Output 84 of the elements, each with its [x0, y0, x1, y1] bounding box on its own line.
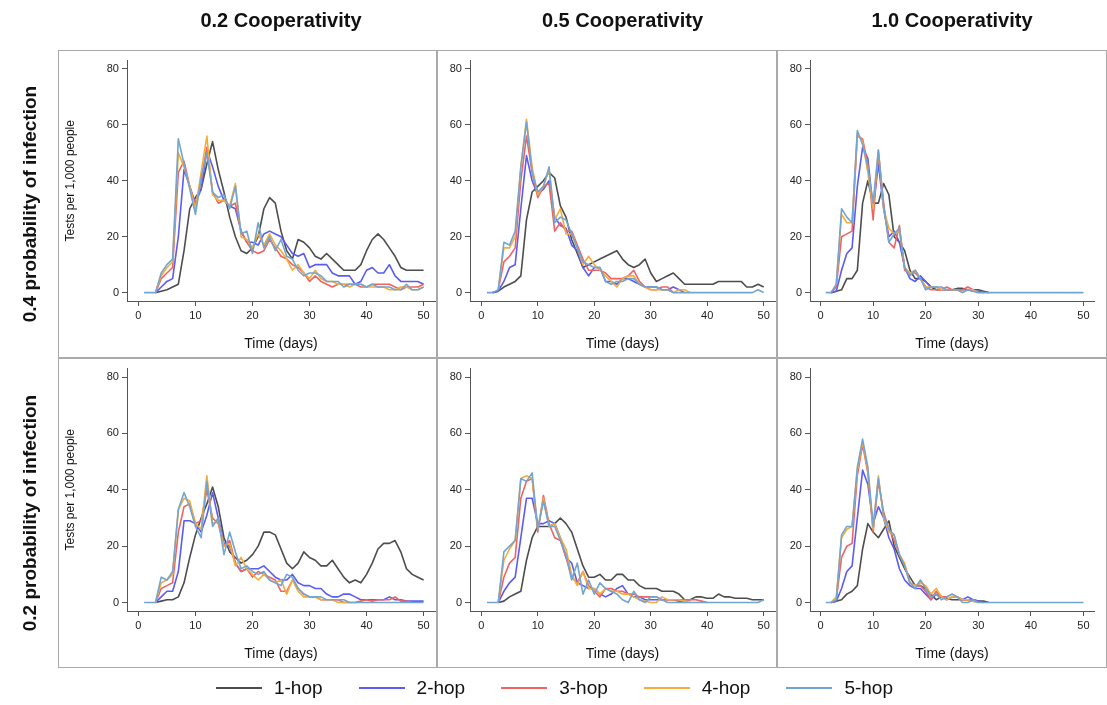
x-tick-label: 50: [757, 308, 770, 321]
y-tick-label: 20: [449, 539, 462, 552]
y-tick-label: 80: [449, 370, 462, 383]
x-tick-label: 30: [303, 308, 316, 321]
x-tick-label: 10: [189, 618, 202, 631]
x-tick-label: 20: [588, 308, 601, 321]
y-tick-label: 60: [106, 117, 119, 130]
y-tick-label: 60: [449, 426, 462, 439]
y-tick-label: 60: [789, 426, 802, 439]
x-tick-label: 20: [588, 618, 601, 631]
x-tick-label: 50: [417, 308, 430, 321]
x-tick-label: 30: [972, 618, 985, 631]
x-axis-title: Time (days): [915, 335, 989, 352]
legend-label: 2-hop: [416, 677, 466, 699]
y-tick-label: 80: [106, 370, 119, 383]
y-tick-label: 0: [112, 285, 119, 298]
y-axis-title: Tests per 1,000 people: [62, 428, 77, 551]
x-tick-label: 10: [866, 618, 880, 631]
y-axis-title: Tests per 1,000 people: [62, 119, 77, 242]
x-axis-title: Time (days): [585, 335, 660, 352]
y-tick-label: 0: [795, 285, 802, 298]
chart-title: 0.2 Cooperativity: [199, 9, 363, 32]
y-tick-label: 0: [112, 595, 119, 608]
y-tick-label: 20: [789, 229, 802, 242]
x-axis-title: Time (days): [244, 335, 318, 352]
x-tick-label: 50: [1077, 308, 1090, 321]
x-tick-label: 0: [478, 618, 485, 631]
y-tick-label: 20: [789, 539, 802, 552]
y-tick-label: 0: [795, 595, 802, 608]
y-tick-label: 40: [449, 482, 462, 495]
x-tick-label: 50: [417, 618, 430, 631]
x-tick-label: 0: [817, 308, 824, 321]
y-tick-label: 40: [789, 482, 802, 495]
y-tick-label: 0: [455, 595, 462, 608]
x-tick-label: 30: [972, 308, 985, 321]
y-tick-label: 40: [106, 482, 119, 495]
x-tick-label: 20: [246, 308, 259, 321]
x-tick-label: 40: [1024, 618, 1038, 631]
x-tick-label: 20: [919, 618, 932, 631]
x-tick-label: 40: [360, 618, 373, 631]
x-tick-label: 30: [303, 618, 316, 631]
legend-label: 4-hop: [701, 677, 751, 699]
text: 0.4 probability of infection: [19, 85, 41, 323]
x-tick-label: 20: [919, 308, 932, 321]
x-tick-label: 0: [478, 308, 485, 321]
y-tick-label: 80: [106, 62, 119, 75]
x-tick-label: 40: [701, 618, 714, 631]
y-tick-label: 20: [106, 539, 119, 552]
x-tick-label: 50: [757, 618, 770, 631]
x-tick-label: 20: [246, 618, 259, 631]
y-tick-label: 0: [455, 285, 462, 298]
x-axis-title: Time (days): [585, 645, 660, 662]
x-axis-title: Time (days): [244, 645, 318, 662]
x-tick-label: 0: [135, 618, 142, 631]
y-tick-label: 40: [449, 173, 462, 186]
y-tick-label: 60: [449, 117, 462, 130]
x-tick-label: 30: [644, 308, 657, 321]
legend-label: 1-hop: [273, 677, 323, 699]
legend-label: 3-hop: [559, 677, 608, 699]
x-tick-label: 40: [701, 308, 714, 321]
x-tick-label: 50: [1077, 618, 1090, 631]
y-tick-label: 40: [789, 173, 802, 186]
legend-label: 5-hop: [844, 677, 894, 699]
chart-title: 0.5 Cooperativity: [540, 9, 705, 32]
x-tick-label: 10: [531, 308, 544, 321]
y-tick-label: 40: [106, 173, 119, 186]
y-tick-label: 60: [106, 426, 119, 439]
x-tick-label: 0: [135, 308, 142, 321]
chart-title: 1.0 Cooperativity: [870, 9, 1034, 32]
y-tick-label: 60: [789, 117, 802, 130]
x-tick-label: 40: [1024, 308, 1038, 321]
x-tick-label: 30: [644, 618, 657, 631]
y-tick-label: 80: [449, 62, 462, 75]
x-tick-label: 40: [360, 308, 373, 321]
x-axis-title: Time (days): [915, 645, 989, 662]
x-tick-label: 10: [531, 618, 544, 631]
y-tick-label: 80: [789, 62, 802, 75]
text: 0.2 probability of infection: [19, 394, 41, 632]
y-tick-label: 20: [106, 229, 119, 242]
x-tick-label: 10: [866, 308, 880, 321]
y-tick-label: 80: [789, 370, 802, 383]
x-tick-label: 10: [189, 308, 202, 321]
y-tick-label: 20: [449, 229, 462, 242]
x-tick-label: 0: [817, 618, 824, 631]
